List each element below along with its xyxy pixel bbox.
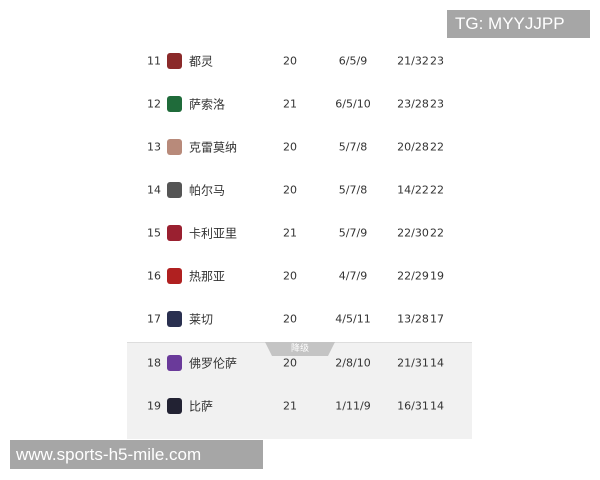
team-logo-icon bbox=[167, 310, 182, 327]
watermark-bottom: www.sports-h5-mile.com bbox=[10, 440, 263, 469]
table-row[interactable]: 12 萨索洛 21 6/5/10 23/28 23 bbox=[127, 82, 472, 125]
table-row[interactable]: 14 帕尔马 20 5/7/8 14/22 22 bbox=[127, 168, 472, 211]
relegation-label: 降级 bbox=[265, 342, 335, 356]
points: 14 bbox=[430, 399, 444, 412]
team-name: 卡利亚里 bbox=[189, 226, 238, 240]
points: 23 bbox=[430, 54, 444, 67]
goals: 22/30 bbox=[397, 226, 429, 239]
rank: 14 bbox=[147, 183, 161, 196]
goals: 21/31 bbox=[397, 356, 429, 369]
win-draw-loss: 5/7/9 bbox=[338, 226, 368, 239]
table-row[interactable]: 13 克雷莫纳 20 5/7/8 20/28 22 bbox=[127, 125, 472, 168]
played: 21 bbox=[283, 226, 297, 239]
played: 20 bbox=[283, 356, 297, 369]
watermark-top: TG: MYYJJPP bbox=[447, 10, 590, 38]
rank: 18 bbox=[147, 356, 161, 369]
team-logo-icon bbox=[167, 52, 182, 69]
played: 20 bbox=[283, 54, 297, 67]
table-row[interactable]: 17 莱切 20 4/5/11 13/28 17 bbox=[127, 297, 472, 340]
points: 14 bbox=[430, 356, 444, 369]
win-draw-loss: 4/7/9 bbox=[338, 269, 368, 282]
team-logo-icon bbox=[167, 181, 182, 198]
team-logo-icon bbox=[167, 95, 182, 112]
relegation-zone bbox=[127, 342, 472, 439]
win-draw-loss: 1/11/9 bbox=[335, 399, 371, 412]
team-logo-icon bbox=[167, 267, 182, 284]
rank: 11 bbox=[147, 54, 161, 67]
goals: 21/32 bbox=[397, 54, 429, 67]
win-draw-loss: 5/7/8 bbox=[338, 140, 368, 153]
rank: 16 bbox=[147, 269, 161, 282]
rank: 17 bbox=[147, 312, 161, 325]
points: 23 bbox=[430, 97, 444, 110]
team-name: 都灵 bbox=[189, 54, 214, 68]
goals: 14/22 bbox=[397, 183, 429, 196]
goals: 23/28 bbox=[397, 97, 429, 110]
win-draw-loss: 4/5/11 bbox=[335, 312, 371, 325]
points: 22 bbox=[430, 140, 444, 153]
rank: 12 bbox=[147, 97, 161, 110]
points: 17 bbox=[430, 312, 444, 325]
points: 19 bbox=[430, 269, 444, 282]
team-name: 帕尔马 bbox=[189, 183, 226, 197]
played: 20 bbox=[283, 183, 297, 196]
played: 20 bbox=[283, 312, 297, 325]
played: 21 bbox=[283, 399, 297, 412]
table-row[interactable]: 11 都灵 20 6/5/9 21/32 23 bbox=[127, 39, 472, 82]
team-name: 佛罗伦萨 bbox=[189, 356, 238, 370]
win-draw-loss: 2/8/10 bbox=[335, 356, 371, 369]
played: 20 bbox=[283, 269, 297, 282]
team-name: 莱切 bbox=[189, 312, 214, 326]
rank: 19 bbox=[147, 399, 161, 412]
team-logo-icon bbox=[167, 397, 182, 414]
table-row[interactable]: 16 热那亚 20 4/7/9 22/29 19 bbox=[127, 254, 472, 297]
team-logo-icon bbox=[167, 224, 182, 241]
team-logo-icon bbox=[167, 354, 182, 371]
played: 21 bbox=[283, 97, 297, 110]
rank: 13 bbox=[147, 140, 161, 153]
team-logo-icon bbox=[167, 138, 182, 155]
table-row[interactable]: 19 比萨 21 1/11/9 16/31 14 bbox=[127, 384, 472, 427]
rank: 15 bbox=[147, 226, 161, 239]
table-row[interactable]: 18 佛罗伦萨 20 2/8/10 21/31 14 bbox=[127, 341, 472, 384]
table-row[interactable]: 15 卡利亚里 21 5/7/9 22/30 22 bbox=[127, 211, 472, 254]
team-name: 比萨 bbox=[189, 399, 214, 413]
win-draw-loss: 5/7/8 bbox=[338, 183, 368, 196]
points: 22 bbox=[430, 183, 444, 196]
team-name: 克雷莫纳 bbox=[189, 140, 238, 154]
played: 20 bbox=[283, 140, 297, 153]
win-draw-loss: 6/5/10 bbox=[335, 97, 371, 110]
team-name: 萨索洛 bbox=[189, 97, 226, 111]
win-draw-loss: 6/5/9 bbox=[338, 54, 368, 67]
points: 22 bbox=[430, 226, 444, 239]
goals: 16/31 bbox=[397, 399, 429, 412]
goals: 22/29 bbox=[397, 269, 429, 282]
team-name: 热那亚 bbox=[189, 269, 226, 283]
goals: 13/28 bbox=[397, 312, 429, 325]
goals: 20/28 bbox=[397, 140, 429, 153]
